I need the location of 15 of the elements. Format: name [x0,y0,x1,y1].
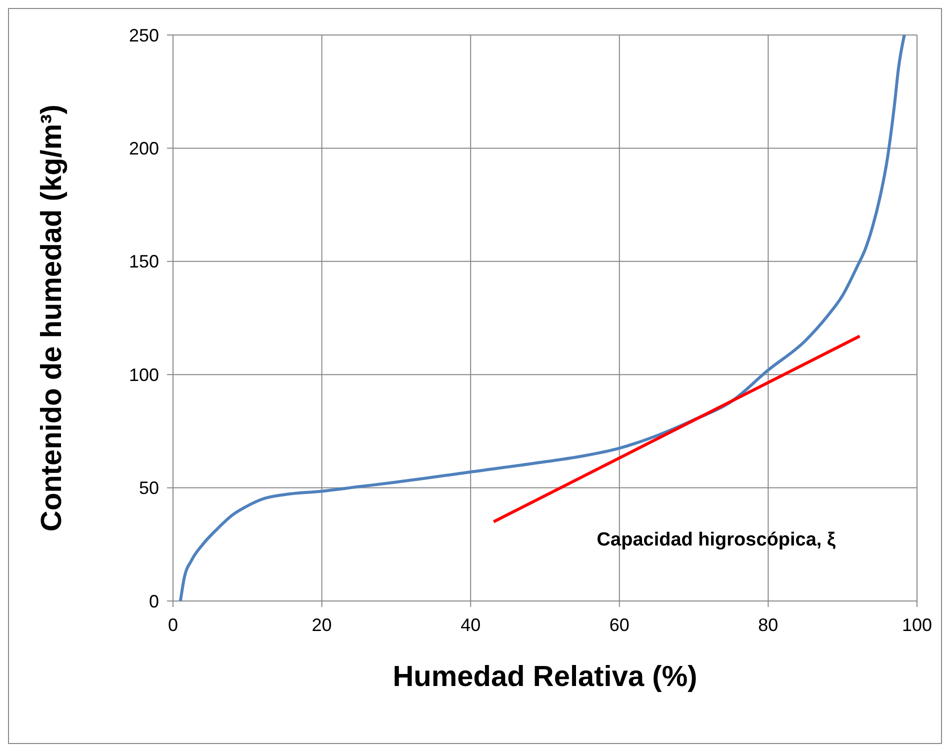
y-axis-title: Contenido de humedad (kg/m³) [36,104,68,532]
x-tick-label: 0 [168,615,178,635]
x-tick-label: 20 [312,615,332,635]
x-tick-label: 40 [460,615,481,635]
x-axis-title: Humedad Relativa (%) [392,661,698,693]
y-tick-label: 150 [128,252,159,272]
annotation: Capacidad higroscópica, ξ [596,529,836,550]
y-tick-label: 200 [128,138,159,158]
x-tick-label: 60 [609,615,630,635]
x-tick-label: 80 [758,615,778,635]
y-tick-label: 100 [128,364,159,385]
y-tick-label: 250 [128,25,159,46]
y-tick-label: 50 [138,478,159,498]
y-tick-label: 0 [148,591,159,612]
x-tick-label: 100 [902,615,932,635]
